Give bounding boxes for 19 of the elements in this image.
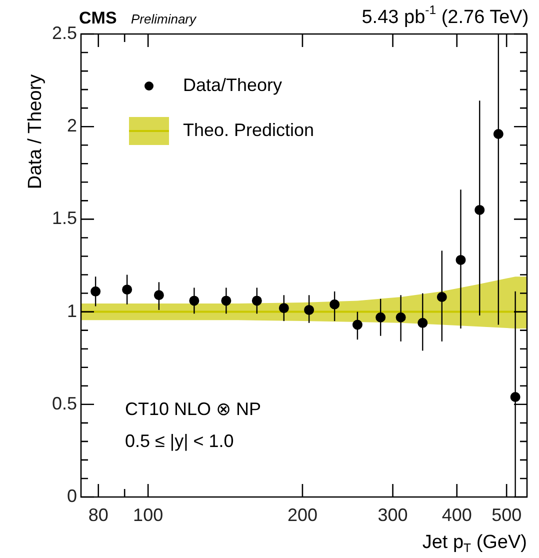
y-axis-title: Data / Theory — [25, 74, 46, 190]
x-tick-label: 500 — [492, 504, 522, 525]
legend-label: Data/Theory — [183, 74, 282, 95]
text: CMS — [79, 8, 117, 28]
y-tick-label: 1 — [66, 300, 77, 321]
y-tick-label: 1.5 — [52, 208, 77, 228]
y-tick-label: 2 — [66, 116, 77, 136]
x-tick-label: 300 — [378, 504, 408, 525]
y-tick-label: 2.5 — [52, 22, 77, 43]
x-tick-label: 100 — [133, 504, 164, 525]
annotation: 0.5 ≤ |y| < 1.0 — [125, 430, 234, 451]
y-tick-label: 0.5 — [52, 393, 77, 414]
x-tick-label: 200 — [287, 504, 318, 525]
annotation: CT10 NLO ⊗ NP — [125, 398, 262, 419]
x-tick-label: 400 — [442, 504, 472, 525]
y-tick-label: 0 — [66, 486, 77, 506]
legend-label: Theo. Prediction — [183, 120, 314, 140]
text: Preliminary — [131, 12, 198, 27]
x-tick-label: 80 — [88, 504, 108, 525]
